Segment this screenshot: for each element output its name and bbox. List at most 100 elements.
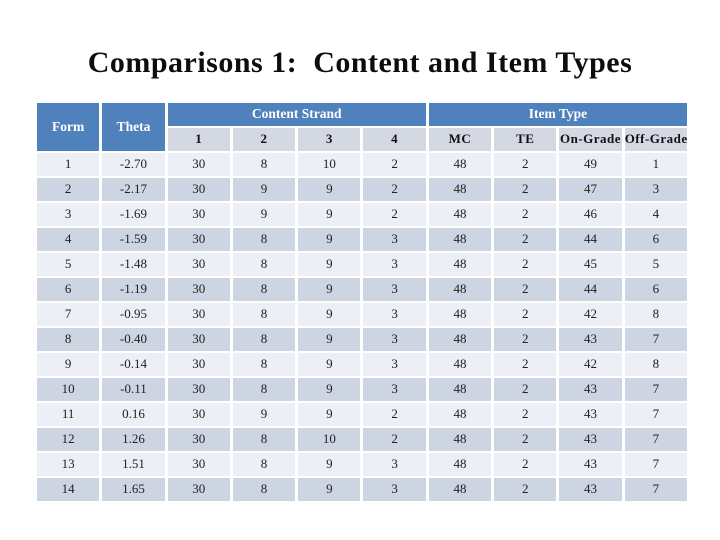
value-cell: 30: [167, 178, 230, 201]
value-cell: 3: [363, 228, 426, 251]
form-cell: 11: [37, 403, 100, 426]
table-body: 1 -2.70 30 8 10 2 48 2 49 1 2 -2.17 30 9 9 2 48 2 47 3 3 -1.6…: [37, 153, 687, 501]
value-cell: 48: [428, 153, 492, 176]
value-cell: 8: [232, 278, 296, 301]
value-cell: 2: [494, 153, 557, 176]
value-cell: 2: [494, 203, 557, 226]
value-cell: 43: [559, 478, 622, 501]
value-cell: 44: [559, 278, 622, 301]
value-cell: 8: [232, 153, 296, 176]
table-row: 10 -0.11 30 8 9 3 48 2 43 7: [37, 378, 687, 401]
theta-cell: -1.69: [102, 203, 165, 226]
value-cell: 5: [624, 253, 687, 276]
value-cell: 48: [428, 178, 492, 201]
subheader-on-grade: On-Grade: [559, 128, 622, 151]
value-cell: 2: [494, 478, 557, 501]
item-type-group-header: Item Type: [428, 103, 687, 126]
value-cell: 2: [494, 403, 557, 426]
value-cell: 8: [232, 303, 296, 326]
theta-cell: -2.17: [102, 178, 165, 201]
theta-cell: -1.59: [102, 228, 165, 251]
value-cell: 48: [428, 378, 492, 401]
table-row: 6 -1.19 30 8 9 3 48 2 44 6: [37, 278, 687, 301]
value-cell: 9: [298, 278, 361, 301]
form-cell: 6: [37, 278, 100, 301]
value-cell: 43: [559, 453, 622, 476]
value-cell: 2: [494, 178, 557, 201]
form-cell: 3: [37, 203, 100, 226]
table-row: 14 1.65 30 8 9 3 48 2 43 7: [37, 478, 687, 501]
theta-cell: -0.11: [102, 378, 165, 401]
table-row: 2 -2.17 30 9 9 2 48 2 47 3: [37, 178, 687, 201]
theta-cell: 0.16: [102, 403, 165, 426]
theta-cell: 1.26: [102, 428, 165, 451]
value-cell: 8: [232, 328, 296, 351]
value-cell: 2: [363, 403, 426, 426]
value-cell: 30: [167, 403, 230, 426]
comparison-table: Form Theta Content Strand Item Type 1 2 …: [34, 101, 690, 503]
value-cell: 30: [167, 353, 230, 376]
value-cell: 7: [624, 378, 687, 401]
content-strand-group-header: Content Strand: [167, 103, 426, 126]
theta-column-header: Theta: [102, 103, 165, 151]
form-cell: 13: [37, 453, 100, 476]
value-cell: 8: [624, 303, 687, 326]
value-cell: 8: [232, 378, 296, 401]
value-cell: 48: [428, 278, 492, 301]
value-cell: 7: [624, 478, 687, 501]
value-cell: 7: [624, 328, 687, 351]
value-cell: 9: [298, 478, 361, 501]
value-cell: 48: [428, 328, 492, 351]
theta-cell: -1.19: [102, 278, 165, 301]
value-cell: 9: [298, 178, 361, 201]
value-cell: 9: [232, 203, 296, 226]
table-row: 1 -2.70 30 8 10 2 48 2 49 1: [37, 153, 687, 176]
value-cell: 42: [559, 353, 622, 376]
theta-cell: -0.40: [102, 328, 165, 351]
value-cell: 3: [363, 453, 426, 476]
sub-header-row: 1 2 3 4 MC TE On-Grade Off-Grade: [37, 128, 687, 151]
value-cell: 3: [363, 278, 426, 301]
subheader-strand-1: 1: [167, 128, 230, 151]
value-cell: 2: [363, 178, 426, 201]
value-cell: 8: [232, 228, 296, 251]
value-cell: 1: [624, 153, 687, 176]
form-cell: 12: [37, 428, 100, 451]
value-cell: 9: [298, 328, 361, 351]
value-cell: 49: [559, 153, 622, 176]
value-cell: 2: [494, 328, 557, 351]
table-header: Form Theta Content Strand Item Type 1 2 …: [37, 103, 687, 151]
form-cell: 14: [37, 478, 100, 501]
form-cell: 1: [37, 153, 100, 176]
value-cell: 9: [298, 353, 361, 376]
value-cell: 30: [167, 453, 230, 476]
subheader-strand-2: 2: [232, 128, 296, 151]
value-cell: 30: [167, 478, 230, 501]
value-cell: 3: [363, 253, 426, 276]
subheader-strand-4: 4: [363, 128, 426, 151]
value-cell: 43: [559, 428, 622, 451]
value-cell: 3: [363, 303, 426, 326]
value-cell: 48: [428, 303, 492, 326]
value-cell: 9: [298, 453, 361, 476]
value-cell: 44: [559, 228, 622, 251]
value-cell: 8: [232, 453, 296, 476]
theta-cell: 1.65: [102, 478, 165, 501]
value-cell: 10: [298, 428, 361, 451]
table-row: 3 -1.69 30 9 9 2 48 2 46 4: [37, 203, 687, 226]
value-cell: 2: [363, 428, 426, 451]
value-cell: 48: [428, 403, 492, 426]
value-cell: 9: [298, 203, 361, 226]
form-cell: 2: [37, 178, 100, 201]
form-column-header: Form: [37, 103, 100, 151]
theta-cell: 1.51: [102, 453, 165, 476]
value-cell: 30: [167, 253, 230, 276]
value-cell: 2: [494, 228, 557, 251]
value-cell: 2: [494, 353, 557, 376]
value-cell: 46: [559, 203, 622, 226]
theta-cell: -1.48: [102, 253, 165, 276]
form-cell: 10: [37, 378, 100, 401]
value-cell: 9: [232, 178, 296, 201]
form-cell: 8: [37, 328, 100, 351]
